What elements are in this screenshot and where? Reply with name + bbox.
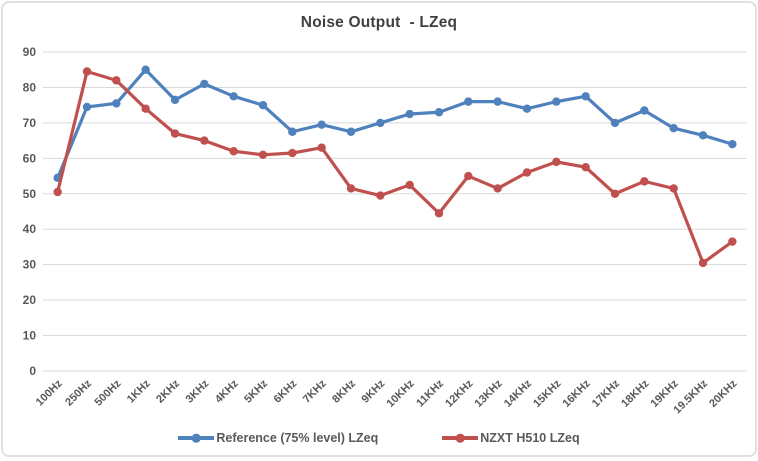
data-point-marker xyxy=(640,177,648,185)
data-point-marker xyxy=(317,120,325,128)
data-point-marker xyxy=(728,237,736,245)
data-point-marker xyxy=(493,97,501,105)
y-axis-tick-label: 20 xyxy=(23,293,37,307)
data-point-marker xyxy=(611,119,619,127)
x-axis-tick-label: 1KHz xyxy=(125,377,153,405)
x-axis-tick-label: 20KHz xyxy=(707,377,740,410)
y-axis-tick-label: 70 xyxy=(23,116,37,130)
data-point-marker xyxy=(405,110,413,118)
y-axis-tick-label: 40 xyxy=(23,222,37,236)
legend-label-nzxt: NZXT H510 LZeq xyxy=(480,431,579,445)
x-axis-tick-label: 14KHz xyxy=(502,377,535,410)
x-axis-tick-label: 11KHz xyxy=(414,377,446,409)
y-axis-tick-label: 60 xyxy=(23,151,37,165)
data-point-marker xyxy=(493,184,501,192)
data-point-marker xyxy=(376,119,384,127)
data-point-marker xyxy=(259,151,267,159)
data-point-marker xyxy=(376,191,384,199)
y-axis-tick-label: 90 xyxy=(23,45,37,59)
data-point-marker xyxy=(699,259,707,267)
data-point-marker xyxy=(259,101,267,109)
data-point-marker xyxy=(552,158,560,166)
data-point-marker xyxy=(699,131,707,139)
x-axis-tick-label: 500Hz xyxy=(92,377,123,408)
data-point-marker xyxy=(53,188,61,196)
chart-legend: Reference (75% level) LZeq NZXT H510 LZe… xyxy=(3,431,755,445)
data-point-marker xyxy=(581,92,589,100)
data-point-marker xyxy=(640,106,648,114)
data-point-marker xyxy=(435,108,443,116)
data-point-marker xyxy=(83,67,91,75)
legend-marker-nzxt-icon xyxy=(442,436,478,439)
data-point-marker xyxy=(347,128,355,136)
data-point-marker xyxy=(523,105,531,113)
x-axis-tick-label: 5KHz xyxy=(242,377,270,405)
data-point-marker xyxy=(112,99,120,107)
y-axis-tick-label: 30 xyxy=(23,258,37,272)
data-point-marker xyxy=(523,168,531,176)
x-axis-tick-label: 3KHz xyxy=(184,377,212,405)
data-point-marker xyxy=(171,129,179,137)
data-point-marker xyxy=(141,66,149,74)
data-point-marker xyxy=(229,147,237,155)
x-axis-tick-label: 16KHz xyxy=(561,377,594,410)
legend-marker-reference-icon xyxy=(178,436,214,439)
legend-item-reference: Reference (75% level) LZeq xyxy=(178,431,378,445)
x-axis-tick-label: 2KHz xyxy=(154,377,182,405)
legend-item-nzxt: NZXT H510 LZeq xyxy=(442,431,579,445)
x-axis-tick-label: 250Hz xyxy=(63,377,94,408)
data-point-marker xyxy=(669,184,677,192)
data-point-marker xyxy=(611,190,619,198)
x-axis-tick-label: 12KHz xyxy=(443,377,476,410)
data-point-marker xyxy=(200,136,208,144)
x-axis-tick-label: 17KHz xyxy=(590,377,623,410)
data-point-marker xyxy=(581,163,589,171)
y-axis-tick-label: 10 xyxy=(23,329,37,343)
data-point-marker xyxy=(171,96,179,104)
data-point-marker xyxy=(347,184,355,192)
data-point-marker xyxy=(669,124,677,132)
data-point-marker xyxy=(112,76,120,84)
data-point-marker xyxy=(405,181,413,189)
x-axis-tick-label: 6KHz xyxy=(272,377,300,405)
x-axis-tick-label: 8KHz xyxy=(330,377,358,405)
data-point-marker xyxy=(464,172,472,180)
data-point-marker xyxy=(464,97,472,105)
data-point-marker xyxy=(317,144,325,152)
x-axis-tick-label: 18KHz xyxy=(619,377,652,410)
data-point-marker xyxy=(200,80,208,88)
y-axis-tick-label: 0 xyxy=(29,364,36,378)
series-line-1 xyxy=(58,71,733,262)
x-axis-tick-label: 100Hz xyxy=(34,377,65,408)
y-axis-tick-label: 80 xyxy=(23,80,37,94)
series-line-0 xyxy=(58,70,733,178)
data-point-marker xyxy=(552,97,560,105)
x-axis-tick-label: 7KHz xyxy=(301,377,329,405)
x-axis-tick-label: 13KHz xyxy=(473,377,506,410)
x-axis-tick-label: 4KHz xyxy=(213,377,241,405)
data-point-marker xyxy=(229,92,237,100)
data-point-marker xyxy=(288,128,296,136)
data-point-marker xyxy=(141,105,149,113)
x-axis-tick-label: 10KHz xyxy=(385,377,418,410)
legend-label-reference: Reference (75% level) LZeq xyxy=(216,431,378,445)
y-axis-tick-label: 50 xyxy=(23,187,37,201)
x-axis-tick-label: 15KHz xyxy=(531,377,564,410)
data-point-marker xyxy=(435,209,443,217)
data-point-marker xyxy=(288,149,296,157)
data-point-marker xyxy=(83,103,91,111)
data-point-marker xyxy=(728,140,736,148)
